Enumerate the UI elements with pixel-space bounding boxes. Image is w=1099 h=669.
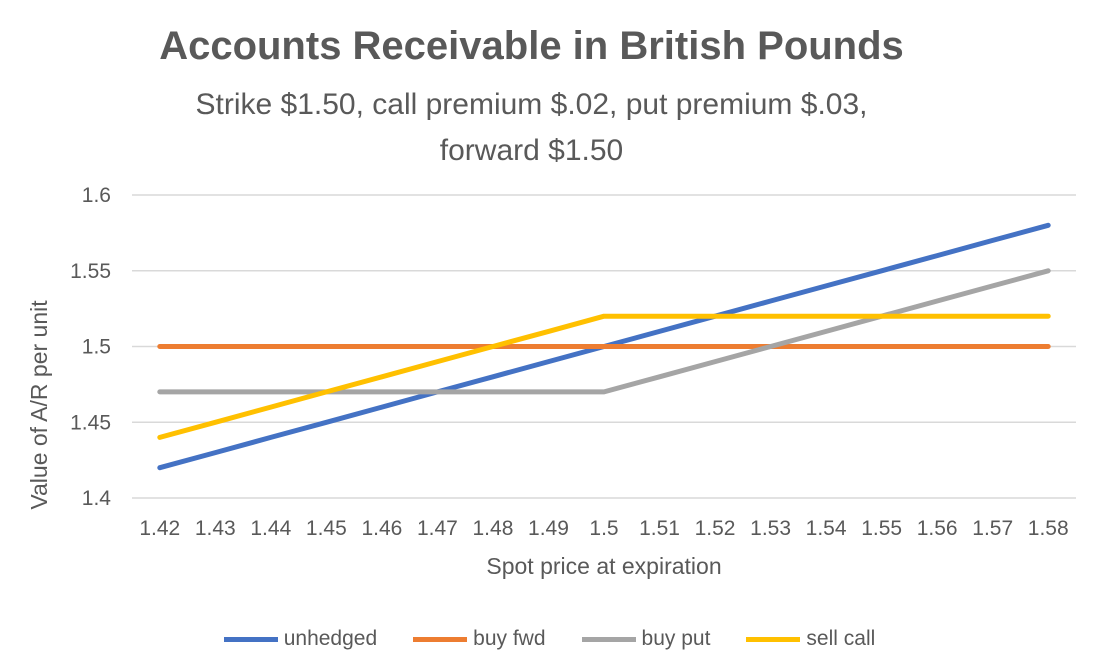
x-tick-label: 1.43 bbox=[195, 517, 236, 540]
x-tick-label: 1.51 bbox=[639, 517, 680, 540]
chart-title: Accounts Receivable in British Pounds bbox=[159, 24, 904, 68]
chart-subtitle: Strike $1.50, call premium $.02, put pre… bbox=[0, 82, 1063, 174]
y-axis-ticks: 1.4 1.45 1.5 1.55 1.6 bbox=[70, 184, 111, 510]
legend-item: unhedged bbox=[223, 624, 378, 654]
x-tick-label: 1.44 bbox=[250, 517, 291, 540]
x-tick-label: 1.52 bbox=[695, 517, 736, 540]
legend-swatch bbox=[746, 636, 801, 642]
x-tick-label: 1.48 bbox=[473, 517, 514, 540]
x-tick-label: 1.54 bbox=[806, 517, 847, 540]
series-line-sell-call bbox=[157, 313, 1051, 440]
x-axis-ticks: 1.42 1.43 1.44 1.45 1.46 1.47 1.48 1.49 1.5 1.51 1… bbox=[139, 517, 1068, 540]
x-tick-label: 1.46 bbox=[361, 517, 402, 540]
legend-item: buy fwd bbox=[413, 624, 546, 654]
series-line-buy-put bbox=[157, 268, 1051, 395]
x-axis-title: Spot price at expiration bbox=[486, 553, 721, 579]
y-axis-title: Value of A/R per unit bbox=[26, 300, 52, 510]
legend: unhedged buy fwd buy put sell call bbox=[0, 624, 1099, 654]
x-tick-label: 1.55 bbox=[861, 517, 902, 540]
legend-label: buy put bbox=[641, 627, 711, 650]
x-tick-label: 1.45 bbox=[306, 517, 347, 540]
x-tick-label: 1.58 bbox=[1028, 517, 1069, 540]
x-tick-label: 1.56 bbox=[917, 517, 958, 540]
series-lines bbox=[157, 222, 1051, 471]
legend-swatch bbox=[581, 636, 636, 642]
legend-item: sell call bbox=[746, 624, 875, 654]
legend-label: unhedged bbox=[283, 627, 378, 650]
chart-subtitle-line-1: Strike $1.50, call premium $.02, put pre… bbox=[195, 88, 868, 121]
x-tick-label: 1.57 bbox=[972, 517, 1013, 540]
y-tick-label: 1.55 bbox=[70, 260, 111, 283]
y-tick-label: 1.5 bbox=[82, 336, 111, 359]
chart-subtitle-line-2: forward $1.50 bbox=[439, 134, 624, 167]
legend-swatch bbox=[223, 636, 278, 642]
x-tick-label: 1.47 bbox=[417, 517, 458, 540]
x-tick-label: 1.53 bbox=[750, 517, 791, 540]
y-tick-label: 1.4 bbox=[82, 487, 112, 510]
legend-item: buy put bbox=[581, 624, 711, 654]
y-tick-label: 1.6 bbox=[82, 184, 111, 207]
x-tick-label: 1.5 bbox=[589, 517, 618, 540]
legend-label: buy fwd bbox=[473, 627, 546, 650]
legend-label: sell call bbox=[806, 627, 876, 650]
x-tick-label: 1.49 bbox=[528, 517, 569, 540]
legend-swatch bbox=[413, 636, 468, 642]
y-tick-label: 1.45 bbox=[70, 411, 111, 434]
x-tick-label: 1.42 bbox=[139, 517, 180, 540]
